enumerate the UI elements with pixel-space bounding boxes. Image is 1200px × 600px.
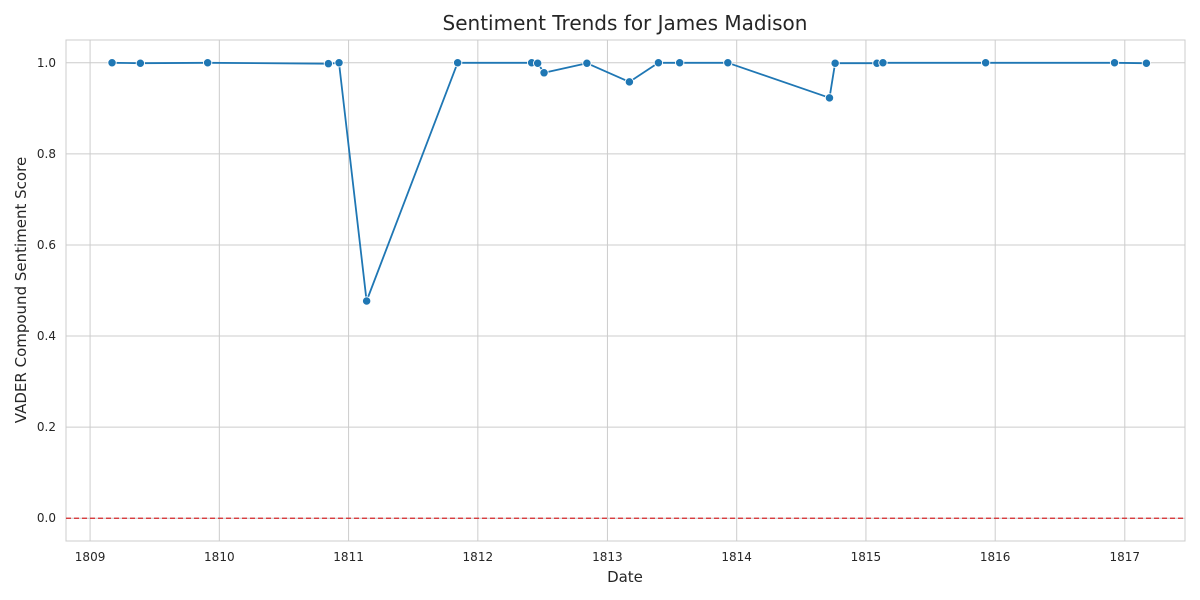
data-point-marker [452, 58, 463, 68]
data-point-marker [830, 58, 840, 68]
data-point-marker [1109, 58, 1120, 68]
data-point-marker [980, 58, 991, 68]
data-point-marker [361, 296, 372, 306]
data-point-marker [878, 58, 888, 68]
x-tick-label: 1814 [721, 550, 752, 564]
x-tick-label: 1809 [75, 550, 106, 564]
data-point-marker [334, 58, 344, 68]
y-tick-label: 0.0 [37, 511, 56, 525]
data-point-marker [323, 59, 334, 69]
data-point-marker [539, 68, 549, 78]
x-axis-label: Date [607, 568, 643, 586]
x-tick-label: 1813 [592, 550, 623, 564]
x-tick-label: 1810 [204, 550, 235, 564]
data-point-marker [202, 58, 213, 68]
plot-frame [65, 39, 1186, 542]
series-layer [107, 58, 1152, 306]
y-tick-label: 0.8 [37, 147, 56, 161]
data-point-marker [824, 93, 835, 103]
x-tick-label: 1811 [333, 550, 364, 564]
x-tick-label: 1816 [980, 550, 1011, 564]
data-point-marker [1141, 58, 1152, 68]
y-tick-label: 0.4 [37, 329, 56, 343]
data-point-marker [723, 58, 733, 68]
y-tick-label: 1.0 [37, 56, 56, 70]
grid-lines [66, 40, 1185, 541]
x-tick-label: 1815 [851, 550, 882, 564]
data-point-marker [533, 58, 543, 68]
x-tick-label: 1812 [463, 550, 494, 564]
x-tick-label: 1817 [1110, 550, 1141, 564]
series-line [111, 61, 1147, 302]
data-point-marker [582, 58, 592, 68]
data-point-marker [135, 58, 146, 68]
data-point-marker [653, 58, 664, 68]
data-point-marker [107, 58, 117, 68]
chart-title: Sentiment Trends for James Madison [443, 11, 808, 35]
tick-labels: 1809 1810 1811 1812 1813 1814 1815 1816 1817 0.0 0… [37, 56, 1140, 564]
y-tick-label: 0.2 [37, 420, 56, 434]
data-point-marker [624, 77, 635, 87]
y-tick-label: 0.6 [37, 238, 56, 252]
y-axis-label: VADER Compound Sentiment Score [12, 157, 30, 423]
data-point-marker [675, 58, 685, 68]
